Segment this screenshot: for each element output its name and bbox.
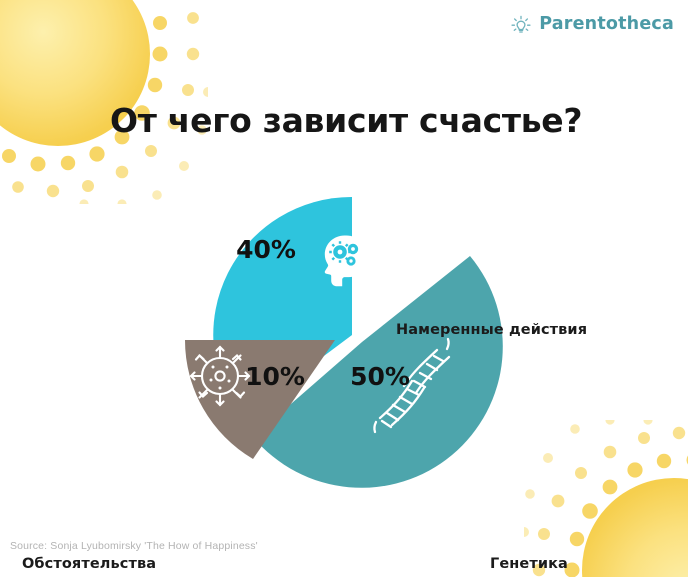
pie-chart: 40% 50% [0,150,688,572]
slice-value-intentional: 40% [236,235,296,264]
lightbulb-icon [511,15,531,33]
pie-slice-genetics[interactable]: 50% [253,256,503,488]
dna-icon [373,337,451,434]
head-gears-icon [324,235,368,287]
pie-label-circumstances: Обстоятельства [22,556,157,572]
brand-logo[interactable]: Parentotheca [508,12,674,38]
pie-label-intentional-actions: Намеренные действия [396,322,588,338]
virus-icon [189,345,251,407]
source-note: Source: Sonja Lyubomirsky 'The How of Ha… [10,540,258,552]
slice-value-circumstances: 10% [245,362,305,391]
pie-label-genetics: Генетика [490,556,568,572]
pie-slice-circumstances[interactable]: 10% [184,340,335,459]
page-title: От чего зависит счастье? [110,101,583,140]
brand-name: Parentotheca [539,14,674,35]
slice-value-genetics: 50% [350,362,410,391]
